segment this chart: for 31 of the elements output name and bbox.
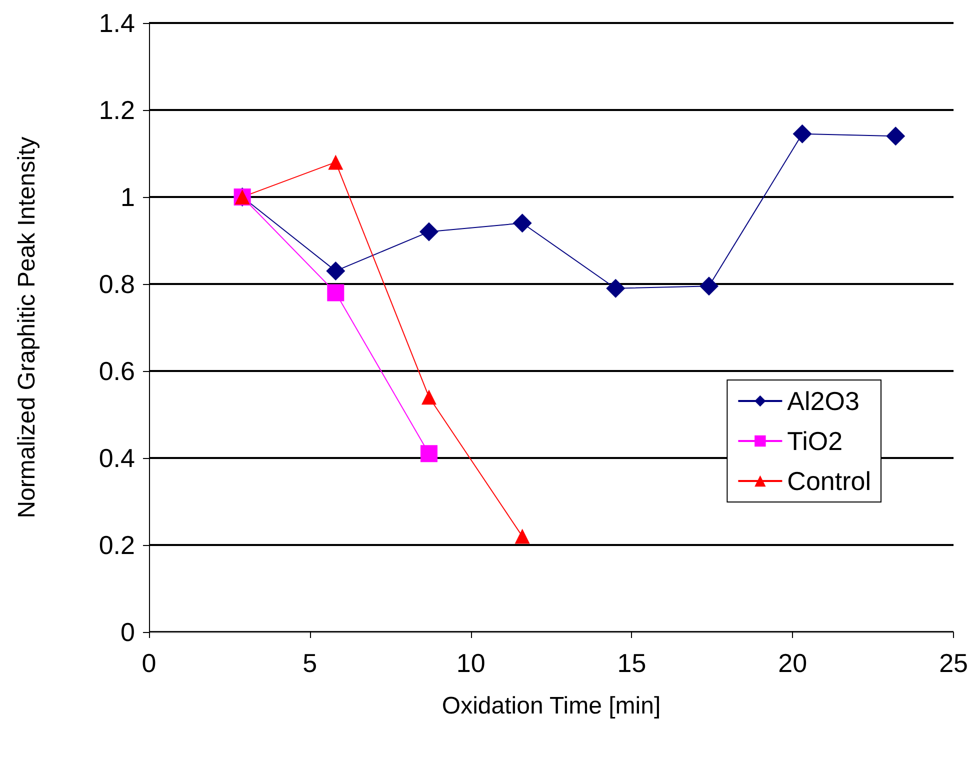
y-axis-title: Normalized Graphitic Peak Intensity	[14, 136, 40, 518]
y-tick-label: 0	[120, 617, 135, 647]
y-tick-label: 0.6	[98, 356, 135, 386]
point	[421, 390, 436, 405]
legend-label: TiO2	[787, 426, 843, 456]
point	[886, 126, 906, 146]
x-tick-label: 5	[302, 648, 318, 678]
point	[514, 528, 530, 544]
x-tick-label: 15	[617, 648, 646, 678]
x-tick-label: 20	[778, 648, 808, 678]
point	[699, 276, 718, 296]
point	[792, 124, 812, 144]
y-tick-label: 1	[120, 182, 135, 212]
y-tick-label: 0.4	[98, 443, 135, 473]
legend-label: Control	[787, 466, 872, 496]
legend-label: Al2O3	[787, 386, 860, 416]
y-tick-label: 1.4	[98, 8, 135, 38]
y-tick-label: 0.8	[98, 269, 135, 299]
x-tick-label: 0	[142, 648, 156, 678]
y-tick-label: 1.2	[98, 95, 135, 125]
point	[326, 261, 346, 280]
point	[606, 278, 626, 298]
x-axis-title: Oxidation Time [min]	[442, 692, 661, 720]
point	[327, 284, 344, 302]
x-tick-label: 25	[939, 648, 968, 678]
point	[328, 154, 344, 170]
point	[419, 222, 438, 242]
y-tick-label: 0.2	[98, 530, 135, 560]
x-tick-label: 10	[456, 648, 486, 678]
point	[512, 214, 532, 233]
point	[420, 445, 438, 462]
